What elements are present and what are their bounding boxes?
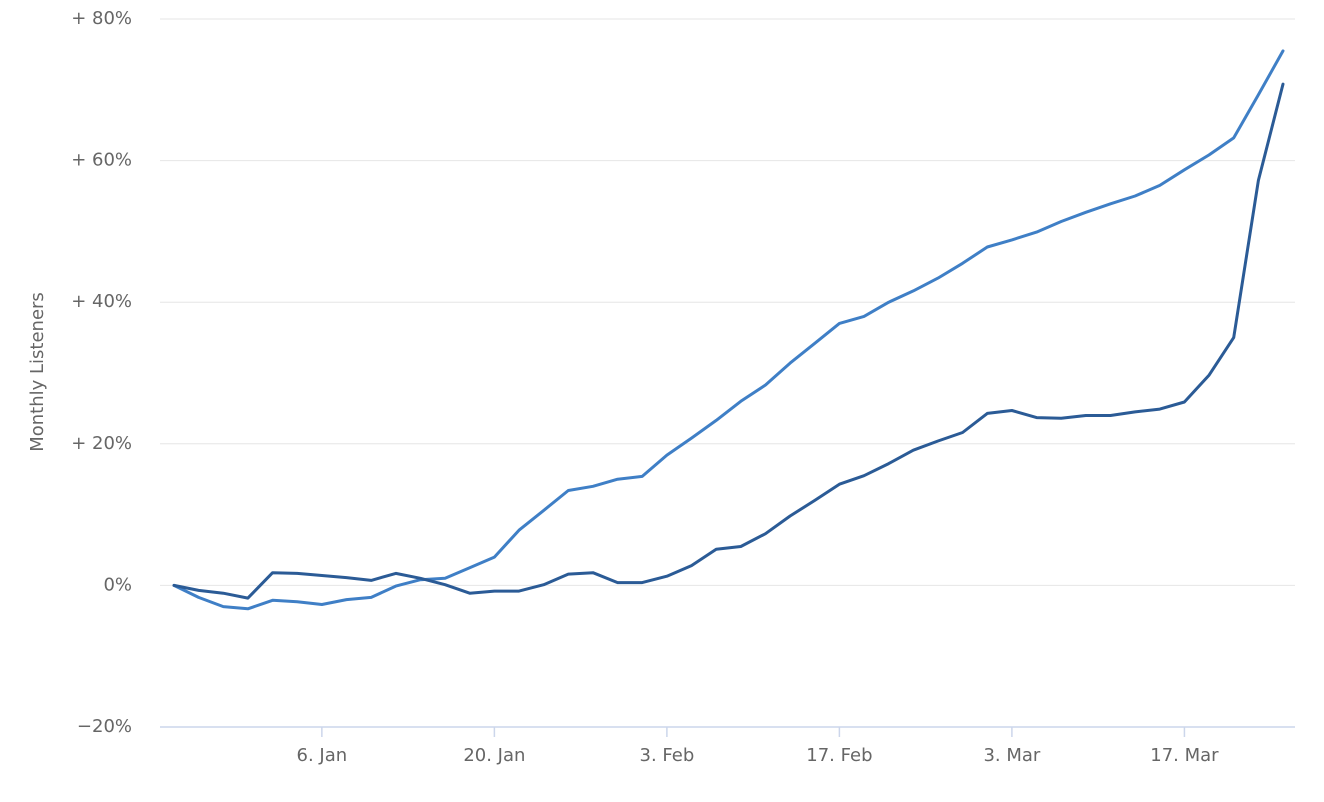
y-axis-title: Monthly Listeners [27, 292, 48, 452]
x-tick-label: 3. Mar [983, 745, 1040, 766]
series-line [172, 82, 1285, 600]
x-tick-label: 17. Mar [1150, 745, 1219, 766]
y-tick-label: 0% [103, 574, 132, 595]
y-tick-label: + 20% [71, 433, 132, 454]
y-tick-label: −20% [77, 716, 132, 737]
y-tick-label: + 60% [71, 150, 132, 171]
x-tick-label: 17. Feb [806, 745, 872, 766]
y-tick-label: + 80% [71, 8, 132, 29]
y-tick-label: + 40% [71, 291, 132, 312]
x-tick-label: 20. Jan [463, 745, 525, 766]
x-tick-label: 3. Feb [640, 745, 695, 766]
x-tick-label: 6. Jan [297, 745, 348, 766]
series-line [172, 49, 1285, 611]
